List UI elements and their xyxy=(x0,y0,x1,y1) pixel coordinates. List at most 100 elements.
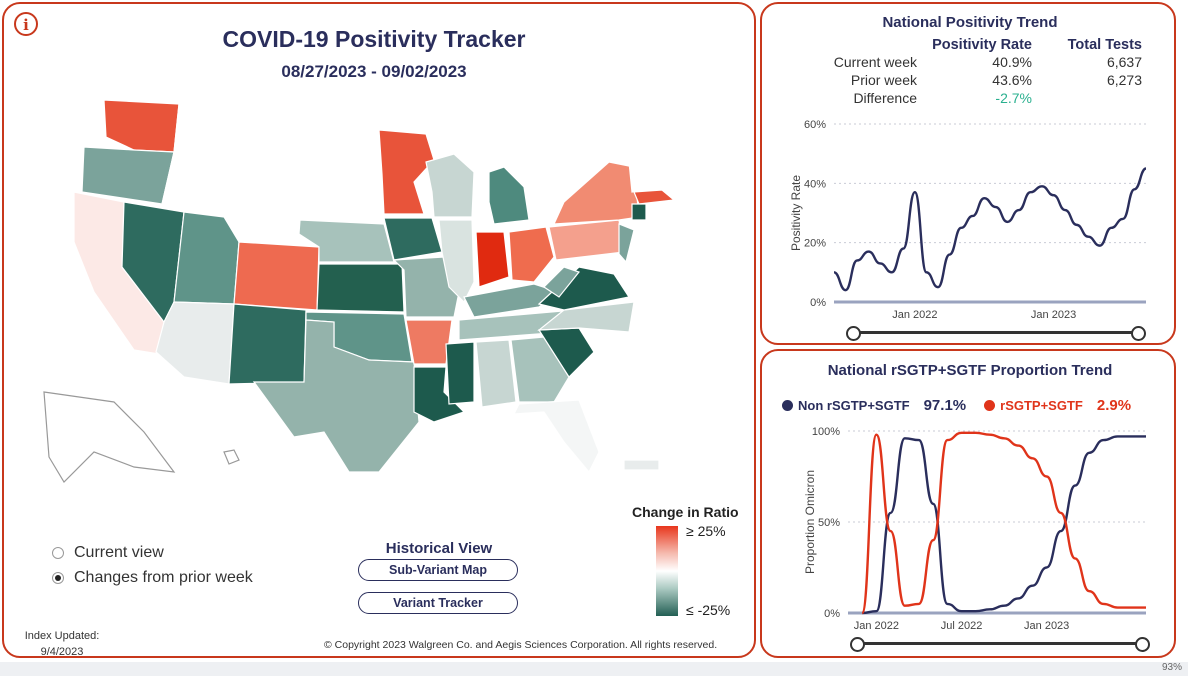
y-tick-label: 100% xyxy=(812,426,840,438)
state-ma xyxy=(633,189,676,205)
map-panel: i COVID-19 Positivity Tracker 08/27/2023… xyxy=(2,2,756,658)
state-ut xyxy=(173,211,240,305)
y-axis-label: Proportion Omicron xyxy=(803,470,817,574)
x-tick-label: Jan 2022 xyxy=(892,309,937,321)
legend-high-label: ≥ 25% xyxy=(686,523,726,539)
state-nh xyxy=(640,149,655,191)
radio-label: Current view xyxy=(74,544,164,561)
state-ak xyxy=(43,391,176,483)
info-icon[interactable]: i xyxy=(14,12,38,36)
legend-yes-label: rSGTP+SGTF xyxy=(1000,398,1083,413)
sub-variant-map-button[interactable]: Sub-Variant Map xyxy=(358,559,518,581)
state-ar xyxy=(405,319,453,365)
state-fl xyxy=(512,399,600,474)
status-bar: 93% xyxy=(0,662,1188,676)
state-me xyxy=(645,113,694,179)
table-row: Prior week 43.6% 6,273 xyxy=(802,71,1142,89)
row-tests xyxy=(1032,89,1142,107)
state-il xyxy=(438,219,475,304)
state-ct xyxy=(631,203,647,221)
y-tick-label: 0% xyxy=(810,297,826,309)
positivity-line-chart[interactable]: 0% 20% 40% 60% Positivity Rate Jan 2022 Jan 20… xyxy=(762,112,1174,322)
slider-track[interactable] xyxy=(854,331,1138,334)
state-wa xyxy=(103,99,180,153)
index-updated: Index Updated: 9/4/2023 xyxy=(22,628,102,660)
legend-low-label: ≤ -25% xyxy=(686,602,731,618)
state-in xyxy=(475,231,510,288)
y-tick-label: 60% xyxy=(804,119,826,131)
state-ms xyxy=(445,341,475,405)
legend-title: Change in Ratio xyxy=(632,504,739,520)
state-co xyxy=(233,241,320,311)
state-mt xyxy=(183,106,305,183)
y-axis-label: Positivity Rate xyxy=(789,175,803,251)
state-nc xyxy=(537,301,635,333)
state-pa xyxy=(548,219,625,261)
sgtf-legend: Non rSGTP+SGTF 97.1% rSGTP+SGTF 2.9% xyxy=(782,397,1131,414)
table-row: Difference -2.7% xyxy=(802,89,1142,107)
slider-end-handle[interactable] xyxy=(1135,637,1150,652)
state-la xyxy=(413,366,466,423)
slider-start-handle[interactable] xyxy=(846,326,861,341)
radio-button[interactable] xyxy=(52,547,64,559)
series-line[interactable] xyxy=(862,435,1146,615)
state-mi xyxy=(488,166,530,225)
legend-dot-red xyxy=(984,400,996,411)
row-rate: -2.7% xyxy=(995,90,1032,106)
us-state-map[interactable] xyxy=(34,92,694,492)
x-tick-label: Jan 2023 xyxy=(1031,309,1076,321)
y-tick-label: 50% xyxy=(818,517,840,529)
series-line[interactable] xyxy=(833,167,1147,292)
state-ks xyxy=(316,263,405,313)
row-tests: 6,637 xyxy=(1106,54,1142,70)
table-row: Current week 40.9% 6,637 xyxy=(802,53,1142,71)
legend-yes-value: 2.9% xyxy=(1096,397,1132,414)
historical-view-title: Historical View xyxy=(385,540,493,557)
copyright-notice: © Copyright 2023 Walgreen Co. and Aegis … xyxy=(324,639,718,651)
state-or xyxy=(81,146,175,205)
stats-table: Positivity Rate Total Tests Current week… xyxy=(802,37,1142,107)
state-sd xyxy=(299,175,385,223)
date-range-slider[interactable] xyxy=(850,637,1150,652)
y-tick-label: 40% xyxy=(804,178,826,190)
legend-dot-navy xyxy=(782,400,793,411)
y-tick-label: 0% xyxy=(824,608,840,620)
state-hi xyxy=(223,449,240,465)
positivity-trend-panel: National Positivity Trend Positivity Rat… xyxy=(760,2,1176,345)
row-rate: 43.6% xyxy=(992,72,1032,88)
index-updated-label: Index Updated: xyxy=(24,630,100,642)
state-wy xyxy=(223,179,303,235)
y-tick-label: 20% xyxy=(804,238,826,250)
state-al xyxy=(475,339,517,408)
state-nj xyxy=(618,223,635,264)
date-range: 08/27/2023 - 09/02/2023 xyxy=(281,62,467,81)
x-tick-label: Jan 2023 xyxy=(1024,620,1069,632)
zoom-level[interactable]: 93% xyxy=(1161,662,1182,673)
slider-end-handle[interactable] xyxy=(1131,326,1146,341)
color-scale-bar xyxy=(656,526,678,616)
slider-start-handle[interactable] xyxy=(850,637,865,652)
sgtf-line-chart[interactable]: 0% 50% 100% Proportion Omicron Jan 2022 Jul 2… xyxy=(762,421,1174,641)
col-header-rate: Positivity Rate xyxy=(932,37,1032,53)
radio-current-view[interactable]: Current view xyxy=(52,544,164,562)
state-nm xyxy=(228,303,307,385)
state-vt xyxy=(628,156,642,193)
series-line[interactable] xyxy=(861,431,1146,615)
page-title: COVID-19 Positivity Tracker xyxy=(222,26,526,52)
trend-title: National Positivity Trend xyxy=(882,14,1058,31)
legend-non-label: Non rSGTP+SGTF xyxy=(798,398,910,413)
slider-track[interactable] xyxy=(858,642,1142,645)
radio-button-selected[interactable] xyxy=(52,572,64,584)
state-ga xyxy=(510,336,570,403)
territory-pr xyxy=(623,459,660,471)
state-ne xyxy=(298,219,395,263)
index-updated-date: 9/4/2023 xyxy=(40,646,84,658)
variant-tracker-button[interactable]: Variant Tracker xyxy=(358,592,518,614)
row-label: Prior week xyxy=(850,72,917,88)
date-range-slider[interactable] xyxy=(846,326,1146,341)
radio-changes-prior-week[interactable]: Changes from prior week xyxy=(52,569,253,587)
row-label: Current week xyxy=(833,54,917,70)
state-wv xyxy=(543,266,581,298)
radio-label: Changes from prior week xyxy=(74,569,253,586)
state-wi xyxy=(425,153,475,218)
